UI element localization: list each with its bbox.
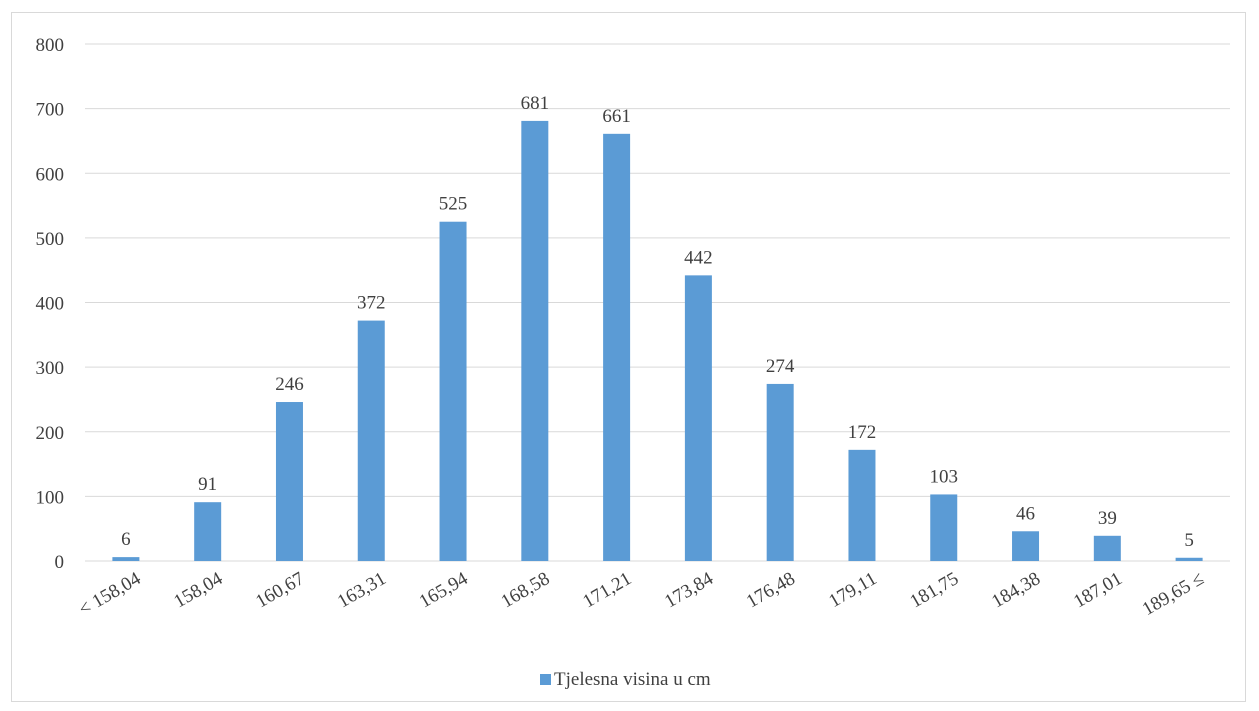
x-tick-label: 160,67 bbox=[252, 568, 308, 612]
bar bbox=[766, 383, 794, 561]
gridlines bbox=[85, 43, 1230, 562]
bar bbox=[848, 449, 876, 561]
legend-label: Tjelesna visina u cm bbox=[554, 669, 711, 690]
data-label: 91 bbox=[198, 474, 217, 495]
y-tick-label: 800 bbox=[36, 35, 65, 56]
x-tick-label: 173,84 bbox=[661, 568, 717, 613]
y-tick-label: 600 bbox=[36, 164, 65, 185]
legend: Tjelesna visina u cm bbox=[540, 669, 711, 690]
y-tick-label: 500 bbox=[36, 229, 65, 250]
data-label: 274 bbox=[766, 356, 795, 377]
x-axis-ticks: < 158,04 158,04 160,67 163,31 165,94 168,58 17… bbox=[75, 568, 1207, 620]
data-labels: 6 91 246 372 525 681 661 442 274 172 103 46 39 5 bbox=[121, 93, 1194, 551]
x-tick-label: 165,94 bbox=[416, 568, 472, 613]
bar bbox=[1093, 535, 1121, 561]
data-label: 5 bbox=[1184, 530, 1194, 551]
x-tick-label: 179,11 bbox=[825, 568, 880, 612]
y-tick-label: 200 bbox=[36, 423, 65, 444]
bar bbox=[521, 120, 549, 561]
y-tick-label: 700 bbox=[36, 100, 65, 121]
bar bbox=[684, 275, 712, 561]
data-label: 246 bbox=[275, 374, 304, 395]
x-tick-label: 176,48 bbox=[743, 568, 799, 612]
y-tick-label: 400 bbox=[36, 294, 65, 315]
bar bbox=[357, 320, 385, 561]
data-label: 46 bbox=[1016, 503, 1035, 524]
bar bbox=[930, 494, 958, 561]
data-label: 103 bbox=[930, 466, 959, 487]
data-label: 6 bbox=[121, 529, 131, 550]
bars bbox=[112, 120, 1203, 562]
x-tick-label: 158,04 bbox=[170, 568, 226, 613]
bar bbox=[603, 133, 631, 562]
bar bbox=[112, 557, 140, 561]
x-tick-label: < 158,04 bbox=[75, 568, 145, 620]
data-label: 39 bbox=[1098, 508, 1117, 529]
x-tick-label: 163,31 bbox=[334, 568, 390, 612]
x-tick-label: 184,38 bbox=[988, 568, 1044, 612]
data-label: 661 bbox=[602, 106, 631, 127]
data-label: 372 bbox=[357, 293, 386, 314]
x-tick-label: 168,58 bbox=[498, 568, 554, 612]
x-tick-label: 189,65 ≤ bbox=[1139, 568, 1208, 620]
legend-swatch bbox=[540, 674, 551, 685]
bar bbox=[439, 221, 467, 561]
data-label: 681 bbox=[521, 93, 550, 114]
bar bbox=[1012, 531, 1040, 561]
y-tick-label: 300 bbox=[36, 358, 65, 379]
bar bbox=[1175, 557, 1203, 561]
data-label: 442 bbox=[684, 247, 713, 268]
y-axis-ticks: 0 100 200 300 400 500 600 700 800 bbox=[36, 35, 65, 573]
y-tick-label: 100 bbox=[36, 487, 65, 508]
bar bbox=[194, 502, 222, 561]
x-tick-label: 187,01 bbox=[1070, 568, 1126, 612]
data-label: 172 bbox=[848, 422, 877, 443]
x-tick-label: 181,75 bbox=[907, 568, 963, 612]
data-label: 525 bbox=[439, 194, 468, 215]
bar bbox=[275, 402, 303, 561]
x-tick-label: 171,21 bbox=[579, 568, 635, 612]
y-tick-label: 0 bbox=[55, 552, 65, 573]
